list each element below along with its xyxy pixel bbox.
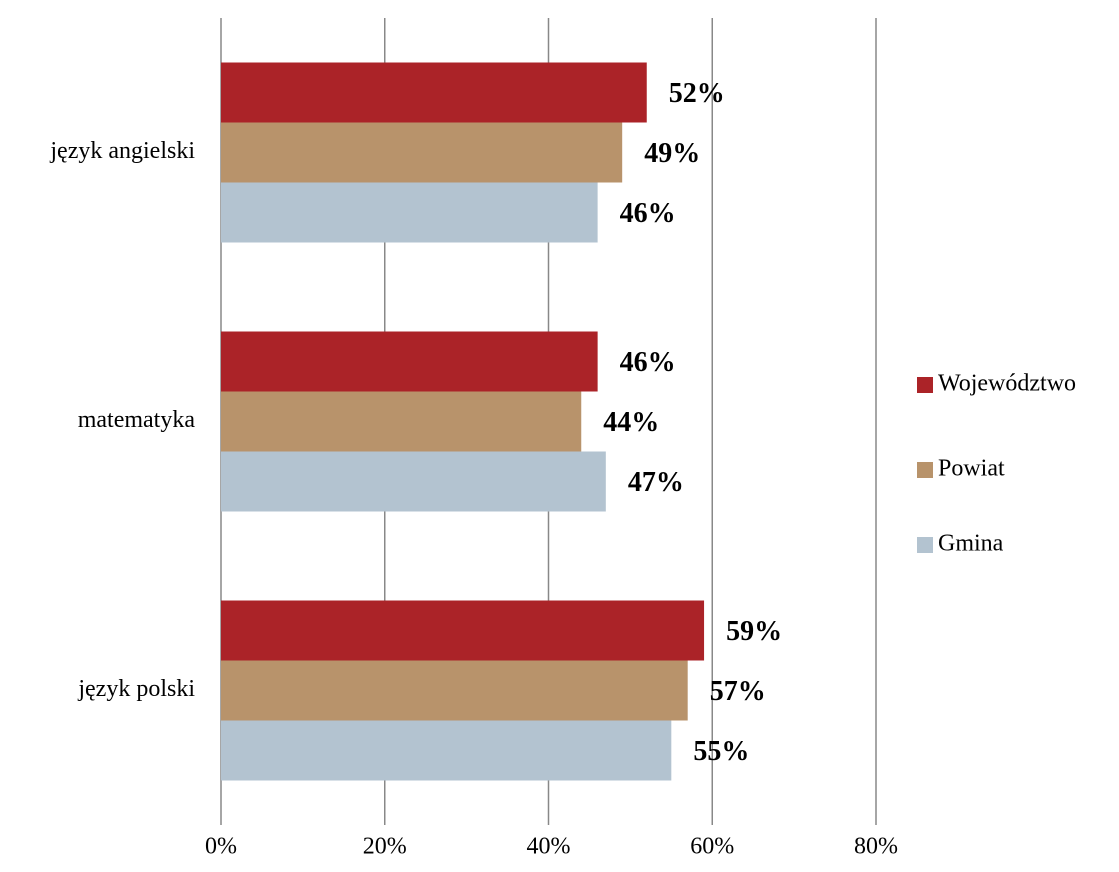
legend-label: Województwo — [938, 371, 1076, 397]
legend-swatch — [917, 462, 933, 478]
value-label: 52% — [669, 78, 725, 109]
bar — [221, 451, 606, 512]
x-tick-label: 80% — [854, 834, 898, 860]
y-tick-label: matematyka — [78, 407, 196, 433]
value-label: 59% — [726, 616, 782, 647]
bar — [221, 62, 647, 123]
y-tick-label: język polski — [77, 676, 195, 702]
x-tick-label: 20% — [363, 834, 407, 860]
bar — [221, 660, 688, 721]
legend-swatch — [917, 377, 933, 393]
x-tick-label: 0% — [205, 834, 237, 860]
value-label: 49% — [644, 138, 700, 169]
bar — [221, 331, 598, 392]
value-label: 55% — [693, 736, 749, 767]
value-label: 46% — [620, 347, 676, 378]
legend-swatch — [917, 537, 933, 553]
value-label: 46% — [620, 198, 676, 229]
bar — [221, 391, 582, 452]
value-label: 47% — [628, 467, 684, 498]
value-label: 57% — [710, 676, 766, 707]
bar — [221, 600, 705, 661]
legend-label: Powiat — [938, 456, 1005, 482]
x-tick-label: 40% — [527, 834, 571, 860]
x-tick-label: 60% — [690, 834, 734, 860]
legend-label: Gmina — [938, 531, 1004, 557]
bar — [221, 182, 598, 243]
bar — [221, 122, 623, 183]
value-label: 44% — [603, 407, 659, 438]
bar — [221, 720, 672, 781]
y-tick-label: język angielski — [49, 138, 195, 164]
